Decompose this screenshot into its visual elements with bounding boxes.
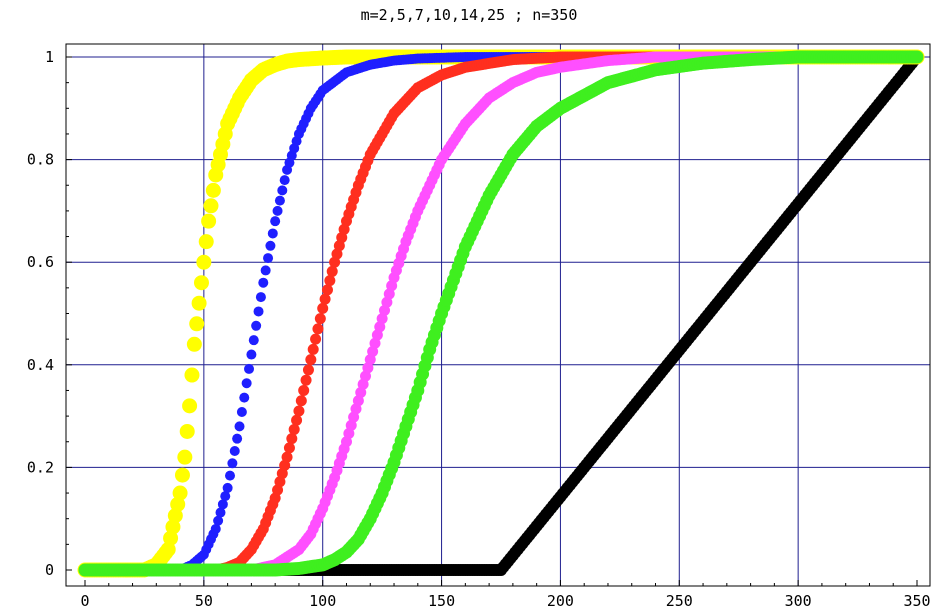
data-point [179,423,195,439]
y-tick-label: 0.4 [27,356,54,374]
series-6 [79,51,923,576]
data-point [193,275,209,291]
data-point [184,367,200,383]
data-point [239,392,250,403]
y-tick-label: 1 [45,48,54,66]
data-point [198,234,214,250]
data-point [291,414,303,426]
data-point [234,421,245,432]
data-point [293,405,305,417]
data-point [172,485,188,501]
data-point [324,275,336,287]
data-point [220,491,231,502]
data-point [317,302,329,314]
data-point [307,343,319,355]
data-point [174,467,190,483]
data-point [210,523,221,534]
data-point [215,507,226,518]
data-point [203,198,219,214]
x-tick-label: 350 [903,592,930,610]
series-1 [77,49,925,578]
x-tick-label: 300 [785,592,812,610]
y-tick-label: 0.2 [27,458,54,476]
series-2 [80,52,922,575]
data-point [319,293,331,305]
data-point [253,306,264,317]
data-point [326,265,338,277]
ticks [66,56,918,586]
data-point [910,50,924,64]
data-point [182,398,198,414]
data-point [246,349,257,360]
data-point [288,423,300,435]
data-point [281,451,293,463]
data-point [163,530,179,546]
data-point [196,254,212,270]
series-5 [78,50,924,577]
data-point [241,378,252,389]
data-point [227,458,238,469]
series-4 [79,51,923,576]
data-point [189,316,205,332]
data-point [302,364,314,376]
y-tick-label: 0 [45,561,54,579]
data-point [321,284,333,296]
data-point [229,445,240,456]
data-point [314,313,326,325]
x-tick-label: 100 [309,592,336,610]
data-point [205,182,221,198]
data-point [191,295,207,311]
series-3 [79,51,923,576]
data-point [165,519,181,535]
data-point [310,333,322,345]
data-point [222,482,233,493]
data-point [236,406,247,417]
data-point [265,240,276,251]
data-point [177,449,193,465]
series-group [77,49,925,578]
data-point [258,277,269,288]
data-point [170,496,186,512]
data-point [201,213,217,229]
data-point [248,335,259,346]
data-point [274,195,285,206]
chart-title: m=2,5,7,10,14,25 ; n=350 [360,6,578,24]
data-point [167,508,183,524]
data-point [232,433,243,444]
x-tick-label: 50 [195,592,213,610]
x-tick-label: 150 [428,592,455,610]
data-point [213,515,224,526]
x-tick-label: 250 [666,592,693,610]
data-point [283,442,295,454]
data-point [186,336,202,352]
data-point [217,499,228,510]
data-point [279,175,290,186]
data-point [312,323,324,335]
x-tick-label: 0 [80,592,89,610]
data-point [160,541,176,557]
data-point [298,384,310,396]
data-point [277,185,288,196]
y-tick-label: 0.8 [27,151,54,169]
data-point [295,395,307,407]
data-point [255,292,266,303]
data-point [286,433,298,445]
plot-frame [65,43,931,587]
data-point [260,265,271,276]
x-tick-label: 200 [547,592,574,610]
grid [66,44,930,586]
tick-labels: 0 50 100 150 200 250 300 350 0 0.2 0.4 0.6 0.8 1 [27,48,931,610]
data-point [305,354,317,366]
data-point [300,374,312,386]
data-point [267,228,278,239]
data-point [225,470,236,481]
data-point [251,320,262,331]
data-point [270,216,281,227]
data-point [272,205,283,216]
data-point [244,363,255,374]
y-tick-label: 0.6 [27,253,54,271]
data-point [263,253,274,264]
